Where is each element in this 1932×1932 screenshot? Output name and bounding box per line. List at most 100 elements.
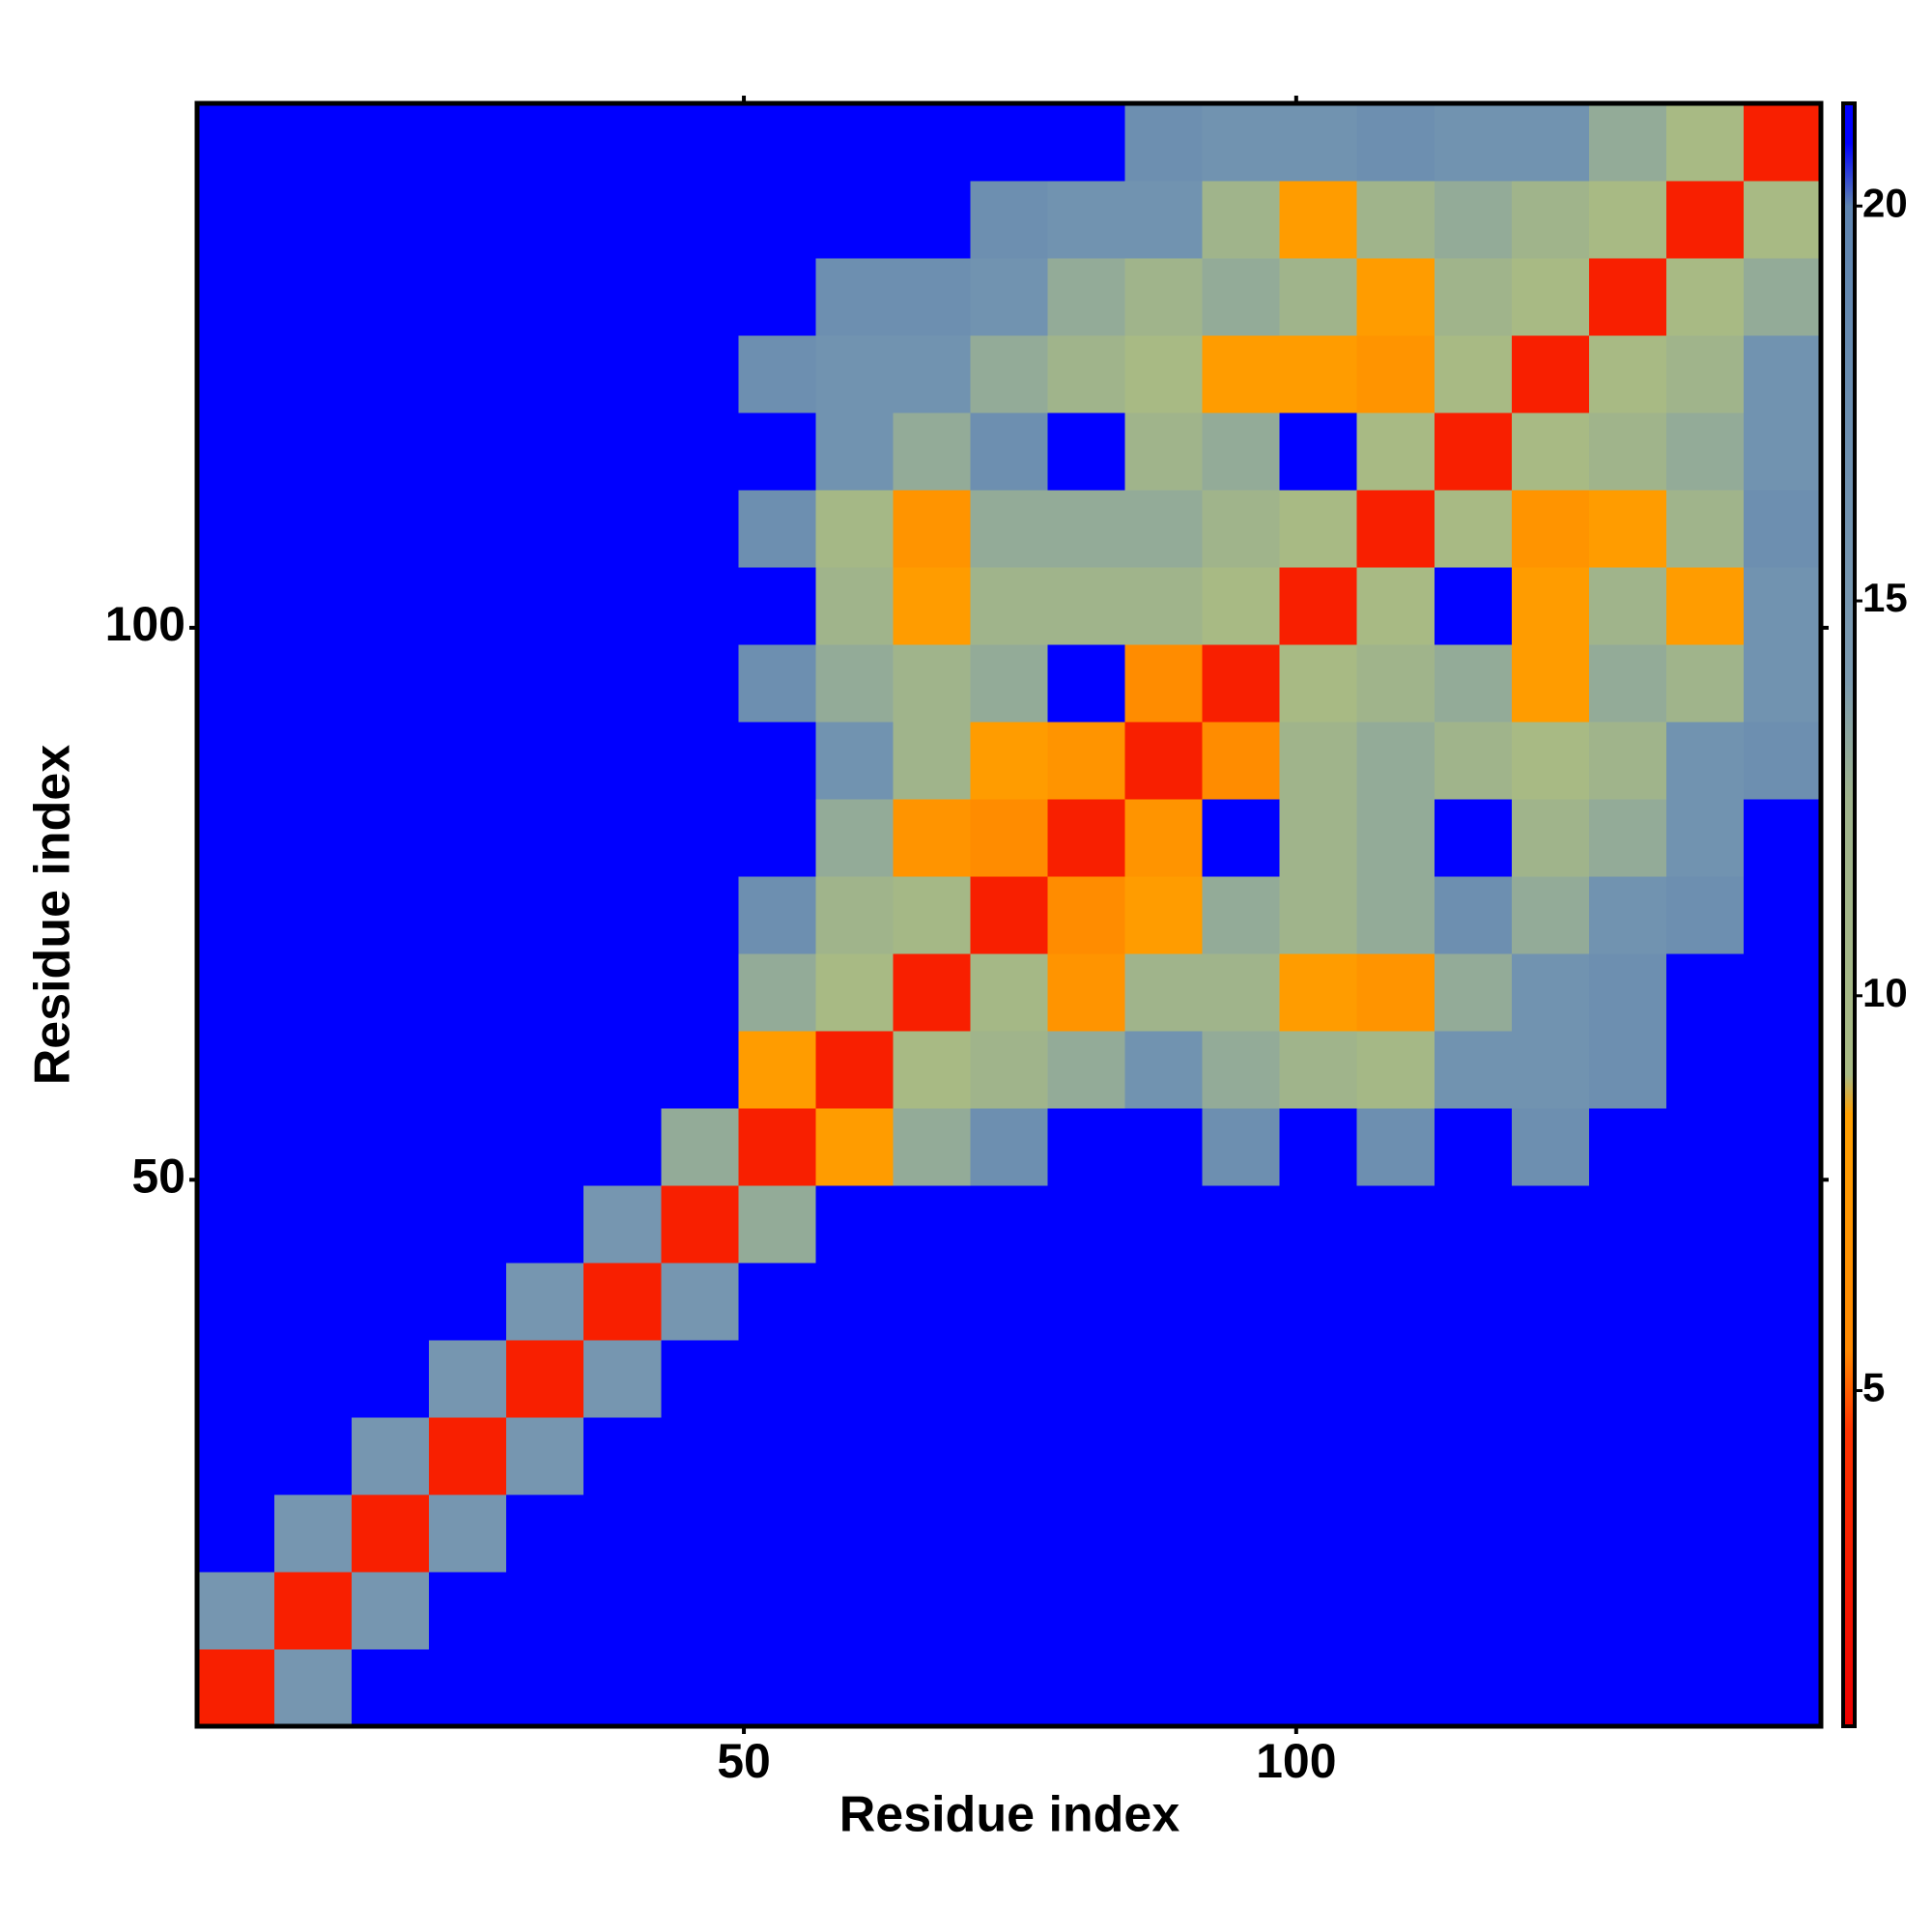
heatmap-cell [197, 799, 275, 877]
heatmap-cell [661, 1263, 739, 1341]
heatmap-cell [970, 258, 1049, 336]
heatmap-cell [738, 1572, 816, 1650]
heatmap-cell [1279, 953, 1358, 1032]
heatmap-cell [1356, 567, 1435, 645]
heatmap-cell [1202, 1572, 1281, 1650]
heatmap-cell [893, 1108, 972, 1186]
heatmap-cell [815, 103, 895, 182]
heatmap-cell [1743, 103, 1822, 182]
heatmap-cell [1047, 1340, 1126, 1418]
heatmap-cell [197, 1494, 275, 1573]
heatmap-cell [893, 1649, 972, 1727]
heatmap-cell [1511, 335, 1590, 413]
heatmap-cell [274, 1417, 353, 1495]
heatmap-cell [1434, 1572, 1513, 1650]
heatmap-cell [1743, 799, 1822, 877]
heatmap-cell [1743, 1263, 1822, 1341]
heatmap-cell [1356, 103, 1435, 182]
heatmap-cell [1047, 1031, 1126, 1109]
heatmap-cell [1511, 1340, 1590, 1418]
heatmap-cell [661, 1340, 739, 1418]
heatmap-cell [1665, 722, 1745, 800]
heatmap-cell [1434, 722, 1513, 800]
heatmap-cell [1511, 1031, 1590, 1109]
y-tick-label: 100 [105, 597, 185, 651]
heatmap-cell [429, 181, 507, 259]
heatmap-cell [1202, 722, 1281, 800]
heatmap-cell [1743, 490, 1822, 568]
heatmap-cell [1434, 1108, 1513, 1186]
heatmap-cell [815, 181, 895, 259]
heatmap-cell [274, 876, 353, 954]
heatmap-cell [197, 1417, 275, 1495]
heatmap-cell [1665, 490, 1745, 568]
heatmap-cell [1047, 335, 1126, 413]
heatmap-cell [1356, 722, 1435, 800]
heatmap-cell [1665, 1649, 1745, 1727]
heatmap-cell [1511, 722, 1590, 800]
heatmap-cell [815, 953, 895, 1032]
heatmap-cell [1124, 412, 1204, 491]
heatmap-cell [1665, 1108, 1745, 1186]
heatmap-cell [815, 258, 895, 336]
heatmap-cell [1588, 722, 1667, 800]
heatmap-cell [738, 1417, 816, 1495]
heatmap-cell [738, 490, 816, 568]
heatmap-cell [1356, 1263, 1435, 1341]
heatmap-cell [1202, 1031, 1281, 1109]
heatmap-cell [1588, 412, 1667, 491]
heatmap-cell [1665, 335, 1745, 413]
heatmap-cell [893, 335, 972, 413]
heatmap-cell [893, 258, 972, 336]
heatmap-cell [1124, 644, 1204, 723]
heatmap-cell [352, 258, 430, 336]
heatmap-cell [1511, 103, 1590, 182]
heatmap-cell [1047, 953, 1126, 1032]
heatmap-cell [1124, 1572, 1204, 1650]
heatmap-cell [738, 567, 816, 645]
heatmap-cell [429, 1263, 507, 1341]
heatmap-cell [738, 1340, 816, 1418]
colorbar-tick-label: 5 [1862, 1365, 1885, 1410]
heatmap-cell [738, 335, 816, 413]
heatmap-cell [583, 1185, 662, 1264]
colorbar-tick-label: 20 [1862, 180, 1908, 225]
heatmap-cell [352, 1108, 430, 1186]
heatmap-cell [1665, 1031, 1745, 1109]
heatmap-cell [893, 953, 972, 1032]
heatmap-cell [506, 1572, 584, 1650]
heatmap-cell [429, 1108, 507, 1186]
heatmap-cell [583, 1649, 662, 1727]
heatmap-cell [1743, 1572, 1822, 1650]
heatmap-cell [1588, 644, 1667, 723]
heatmap-cell [893, 1494, 972, 1573]
heatmap-cell [583, 1417, 662, 1495]
heatmap-cell [1279, 1031, 1358, 1109]
heatmap-cell [1124, 1185, 1204, 1264]
heatmap-cell [429, 1185, 507, 1264]
heatmap-cell [274, 953, 353, 1032]
heatmap-cell [583, 335, 662, 413]
heatmap-cell [1356, 181, 1435, 259]
heatmap-cell [1511, 953, 1590, 1032]
heatmap-cell [1279, 1494, 1358, 1573]
heatmap-cell [1124, 1108, 1204, 1186]
heatmap-cell [1202, 335, 1281, 413]
heatmap-cell [352, 1031, 430, 1109]
heatmap-cell [1202, 876, 1281, 954]
heatmap-cell [1279, 1417, 1358, 1495]
heatmap-cell [352, 1263, 430, 1341]
heatmap-cell [583, 876, 662, 954]
heatmap-cell [1202, 181, 1281, 259]
heatmap-cell [1047, 490, 1126, 568]
heatmap-cell [738, 644, 816, 723]
heatmap-cell [1279, 876, 1358, 954]
heatmap-cell [506, 335, 584, 413]
heatmap-cell [1588, 876, 1667, 954]
heatmap-cell [1665, 799, 1745, 877]
heatmap-cell [1665, 1340, 1745, 1418]
heatmap-cell [1279, 567, 1358, 645]
heatmap-cell [893, 1185, 972, 1264]
heatmap-cell [506, 1031, 584, 1109]
heatmap-cell [506, 1108, 584, 1186]
